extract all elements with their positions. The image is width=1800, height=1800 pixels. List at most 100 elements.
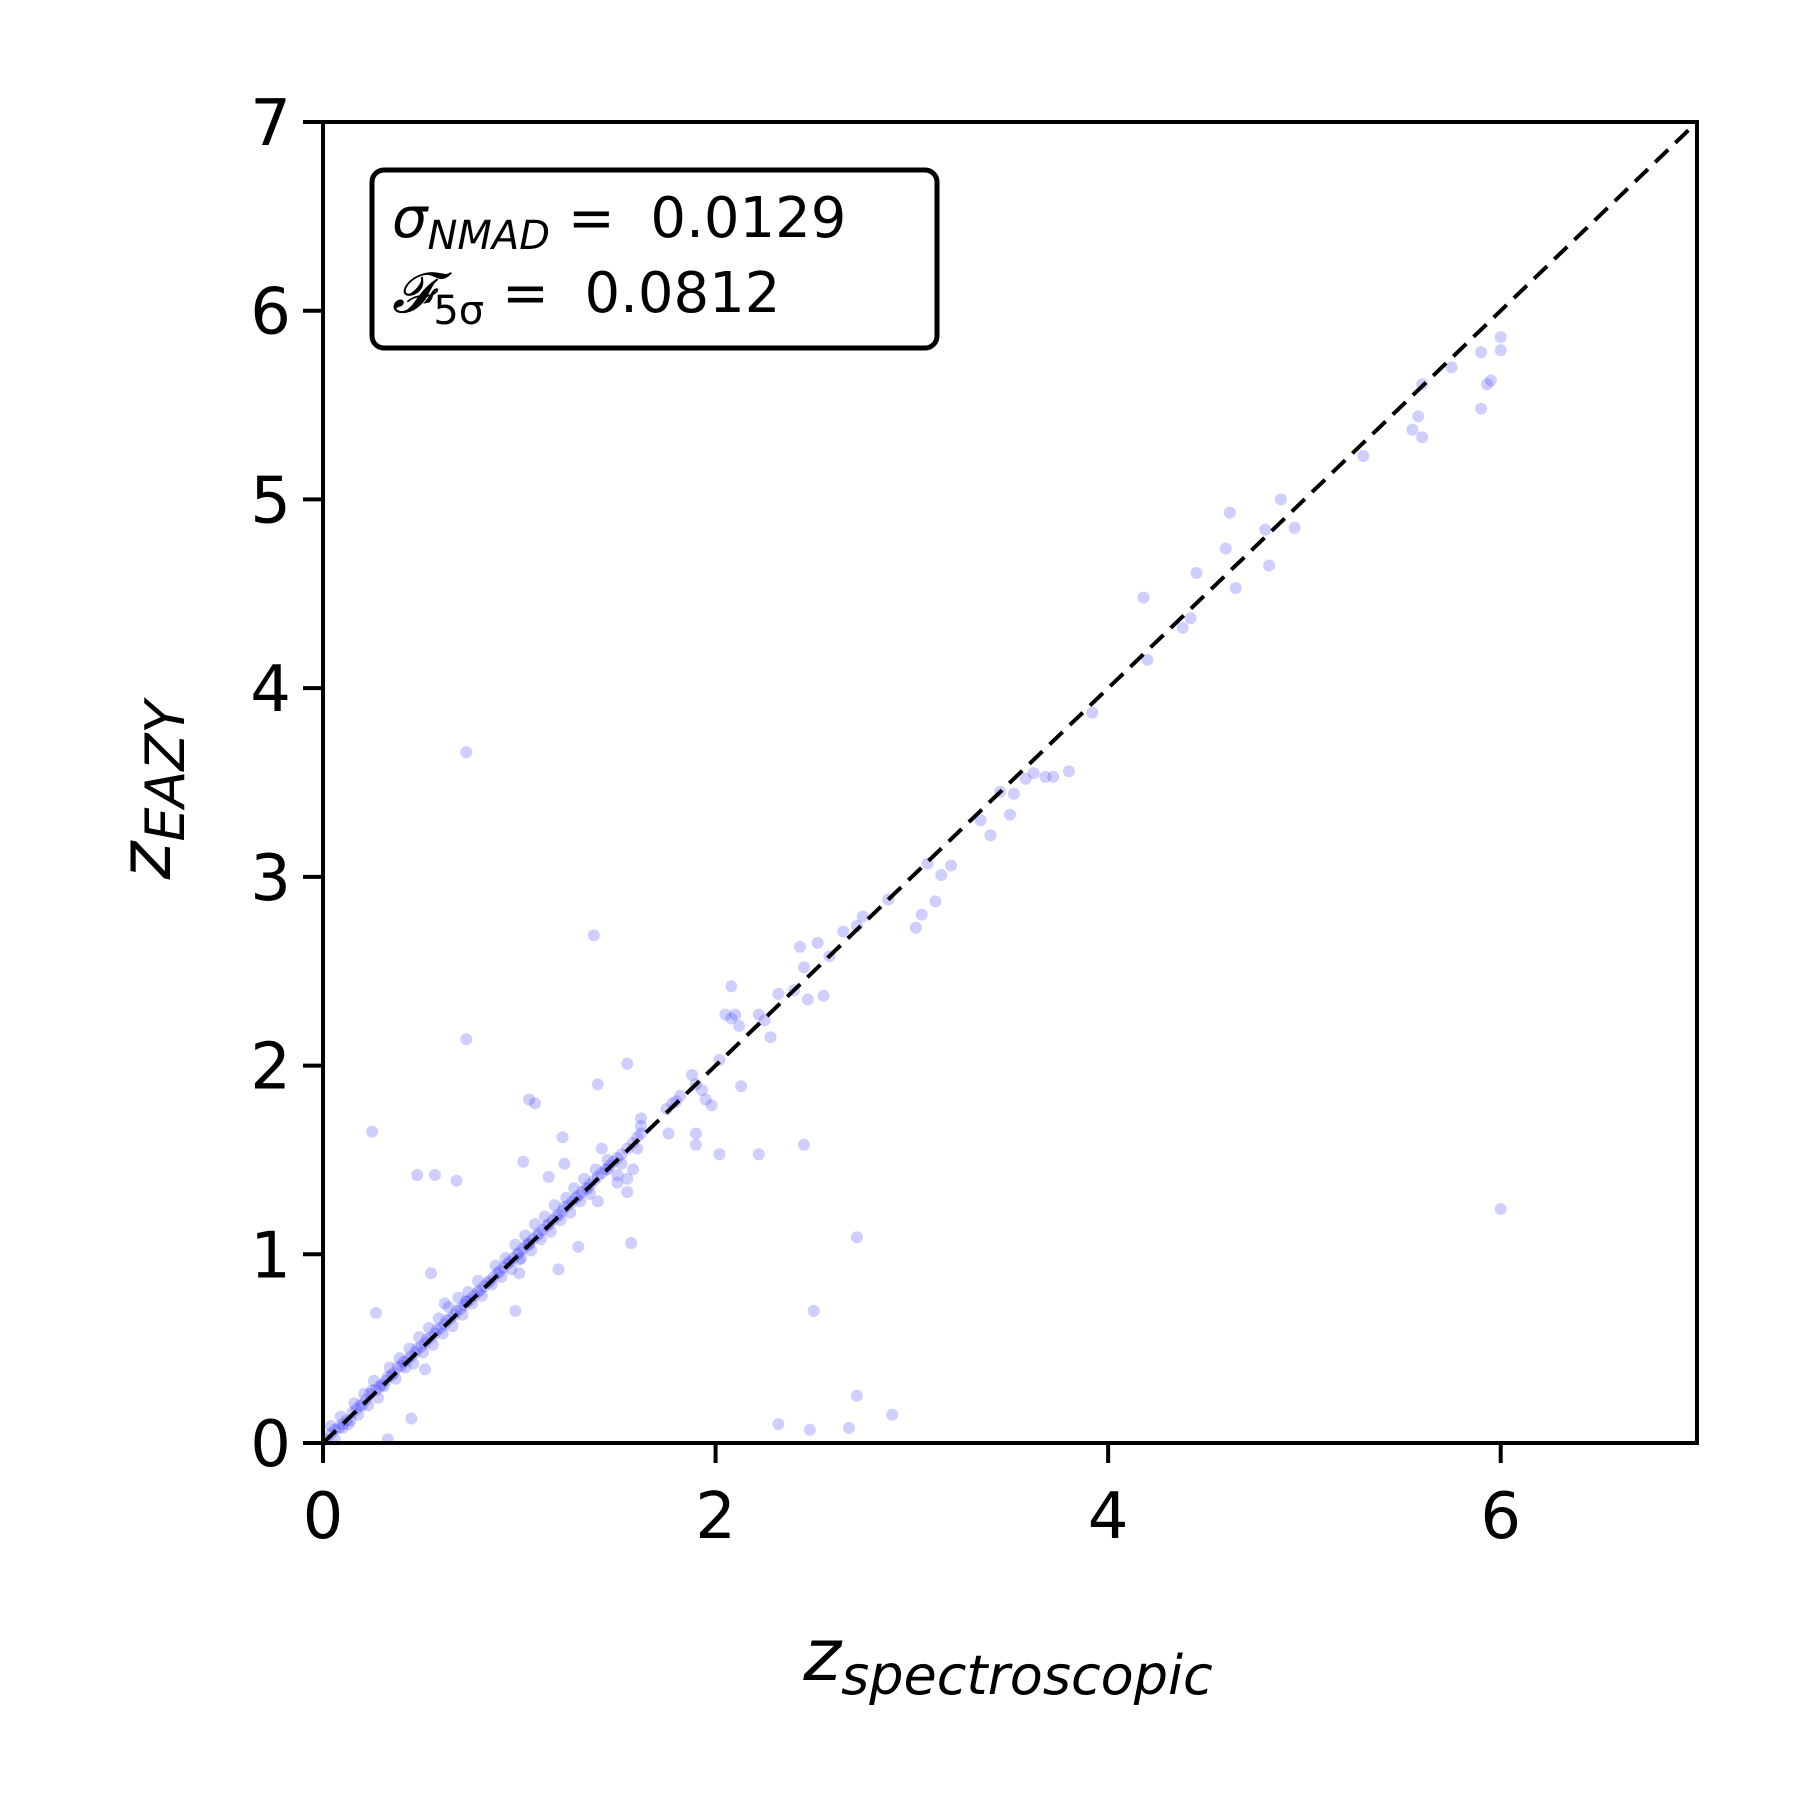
data-point bbox=[542, 1170, 555, 1183]
data-point bbox=[635, 1120, 647, 1132]
data-point bbox=[383, 1361, 396, 1374]
data-point bbox=[368, 1374, 380, 1387]
x-tick-label: 4 bbox=[1088, 1480, 1129, 1554]
data-point bbox=[674, 1089, 687, 1102]
data-point bbox=[334, 1410, 347, 1423]
data-point bbox=[621, 1186, 634, 1198]
data-point bbox=[358, 1387, 371, 1400]
data-point bbox=[733, 1019, 746, 1032]
data-point bbox=[856, 910, 869, 923]
y-axis-label-sub: EAZY bbox=[134, 697, 197, 842]
data-point bbox=[452, 1291, 465, 1304]
data-point bbox=[534, 1233, 547, 1246]
data-point bbox=[403, 1342, 416, 1355]
data-point bbox=[568, 1182, 581, 1195]
y-tick-label: 0 bbox=[250, 1408, 291, 1482]
data-point bbox=[764, 1031, 777, 1044]
sigma-nmad-line: σNMAD = 0.0129 bbox=[392, 186, 846, 259]
data-point bbox=[589, 1163, 602, 1176]
sigma-value: = 0.0129 bbox=[550, 186, 846, 251]
data-point bbox=[1288, 521, 1301, 534]
data-point bbox=[1019, 772, 1032, 785]
data-point bbox=[635, 1127, 647, 1140]
data-point bbox=[752, 1008, 765, 1021]
data-point bbox=[1412, 410, 1425, 423]
data-point bbox=[725, 1012, 738, 1025]
y-tick-label: 4 bbox=[250, 653, 291, 727]
data-point bbox=[915, 908, 928, 921]
y-tick-label: 1 bbox=[250, 1219, 291, 1293]
data-point bbox=[974, 814, 987, 827]
data-point bbox=[438, 1297, 451, 1310]
data-point bbox=[909, 921, 922, 934]
data-point bbox=[489, 1259, 502, 1272]
data-point bbox=[591, 1195, 604, 1208]
data-point bbox=[1475, 346, 1488, 359]
data-point bbox=[560, 1191, 573, 1204]
data-point bbox=[472, 1274, 485, 1287]
data-point bbox=[686, 1069, 698, 1081]
sigma-symbol: σ bbox=[392, 186, 429, 251]
data-point bbox=[601, 1153, 614, 1166]
data-point bbox=[538, 1210, 551, 1223]
data-point bbox=[428, 1169, 441, 1181]
data-point bbox=[1416, 431, 1429, 444]
sigma-subscript: NMAD bbox=[428, 213, 551, 259]
data-point bbox=[797, 1138, 810, 1151]
data-point bbox=[519, 1229, 532, 1242]
data-point bbox=[1494, 344, 1507, 357]
data-point bbox=[474, 1284, 486, 1297]
x-tick-label: 6 bbox=[1480, 1480, 1521, 1554]
data-point bbox=[1007, 787, 1020, 800]
data-point bbox=[493, 1265, 506, 1278]
data-point bbox=[456, 1308, 469, 1321]
data-point bbox=[460, 746, 473, 759]
data-point bbox=[1086, 706, 1099, 719]
data-point bbox=[462, 1286, 475, 1298]
data-point bbox=[772, 987, 785, 1000]
data-point bbox=[556, 1131, 569, 1144]
x-axis-label-sub: spectroscopic bbox=[841, 1644, 1213, 1707]
data-point bbox=[430, 1323, 443, 1336]
data-point bbox=[529, 1097, 541, 1110]
data-point bbox=[817, 989, 830, 1002]
data-point bbox=[1184, 612, 1197, 625]
data-point bbox=[1047, 770, 1060, 783]
data-point bbox=[324, 1420, 337, 1432]
data-point bbox=[1494, 1203, 1507, 1215]
data-point bbox=[713, 1148, 726, 1161]
y-axis-label-main: z bbox=[103, 839, 187, 880]
data-point bbox=[1274, 493, 1287, 506]
x-tick-label: 2 bbox=[695, 1480, 736, 1554]
data-point bbox=[450, 1304, 463, 1317]
data-point bbox=[495, 1270, 508, 1283]
data-point bbox=[1481, 378, 1493, 391]
statistics-box-frame bbox=[369, 167, 940, 351]
data-point bbox=[631, 1131, 644, 1144]
data-point bbox=[523, 1093, 536, 1106]
data-point bbox=[423, 1321, 435, 1334]
data-point bbox=[509, 1304, 522, 1317]
data-point bbox=[1223, 506, 1236, 519]
data-point bbox=[499, 1252, 512, 1265]
data-point bbox=[587, 929, 600, 942]
data-point bbox=[370, 1306, 382, 1319]
data-point bbox=[432, 1312, 445, 1325]
data-point bbox=[621, 1057, 634, 1070]
f-value: = 0.0812 bbox=[484, 261, 780, 326]
data-point bbox=[1062, 765, 1075, 778]
data-point bbox=[348, 1397, 361, 1410]
data-point bbox=[689, 1127, 702, 1140]
data-point bbox=[515, 1252, 528, 1265]
data-point bbox=[699, 1093, 712, 1106]
statistics-box: σNMAD = 0.0129 𝓕5σ = 0.0812 bbox=[369, 167, 940, 351]
data-point bbox=[1004, 808, 1016, 821]
data-point bbox=[578, 1172, 591, 1185]
data-point bbox=[442, 1301, 455, 1314]
data-point bbox=[460, 1033, 473, 1046]
data-point bbox=[476, 1289, 488, 1302]
data-point bbox=[1141, 653, 1154, 666]
data-point bbox=[391, 1361, 404, 1374]
data-point bbox=[1475, 402, 1488, 415]
